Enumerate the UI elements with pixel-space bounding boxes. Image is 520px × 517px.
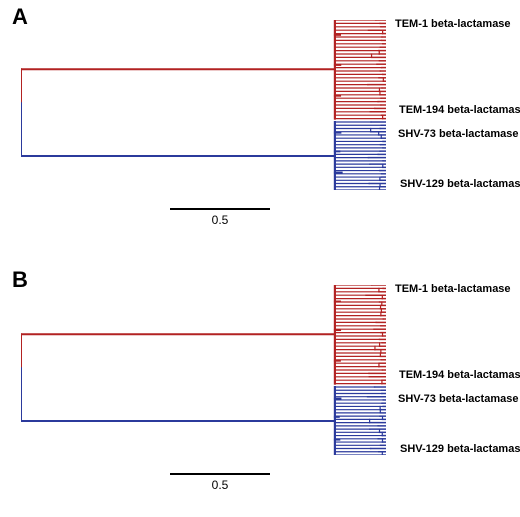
tip-label: TEM-194 beta-lactamase xyxy=(399,104,520,116)
scalebar-line xyxy=(170,208,270,210)
panel-B: BTEM-1 beta-lactamaseTEM-194 beta-lactam… xyxy=(0,267,520,517)
figure-stage: ATEM-1 beta-lactamaseTEM-194 beta-lactam… xyxy=(0,0,520,517)
phylo-tree xyxy=(21,20,386,190)
scalebar-line xyxy=(170,473,270,475)
tip-label: TEM-1 beta-lactamase xyxy=(395,18,511,30)
scalebar-label: 0.5 xyxy=(170,213,270,227)
tip-label: SHV-129 beta-lactamase xyxy=(400,443,520,455)
tip-label: SHV-129 beta-lactamase xyxy=(400,178,520,190)
tip-label: SHV-73 beta-lactamase xyxy=(398,128,518,140)
tip-label: SHV-73 beta-lactamase xyxy=(398,393,518,405)
scalebar-label: 0.5 xyxy=(170,478,270,492)
panel-A: ATEM-1 beta-lactamaseTEM-194 beta-lactam… xyxy=(0,0,520,256)
tip-label: TEM-1 beta-lactamase xyxy=(395,283,511,295)
phylo-tree xyxy=(21,285,386,455)
tip-label: TEM-194 beta-lactamase xyxy=(399,369,520,381)
